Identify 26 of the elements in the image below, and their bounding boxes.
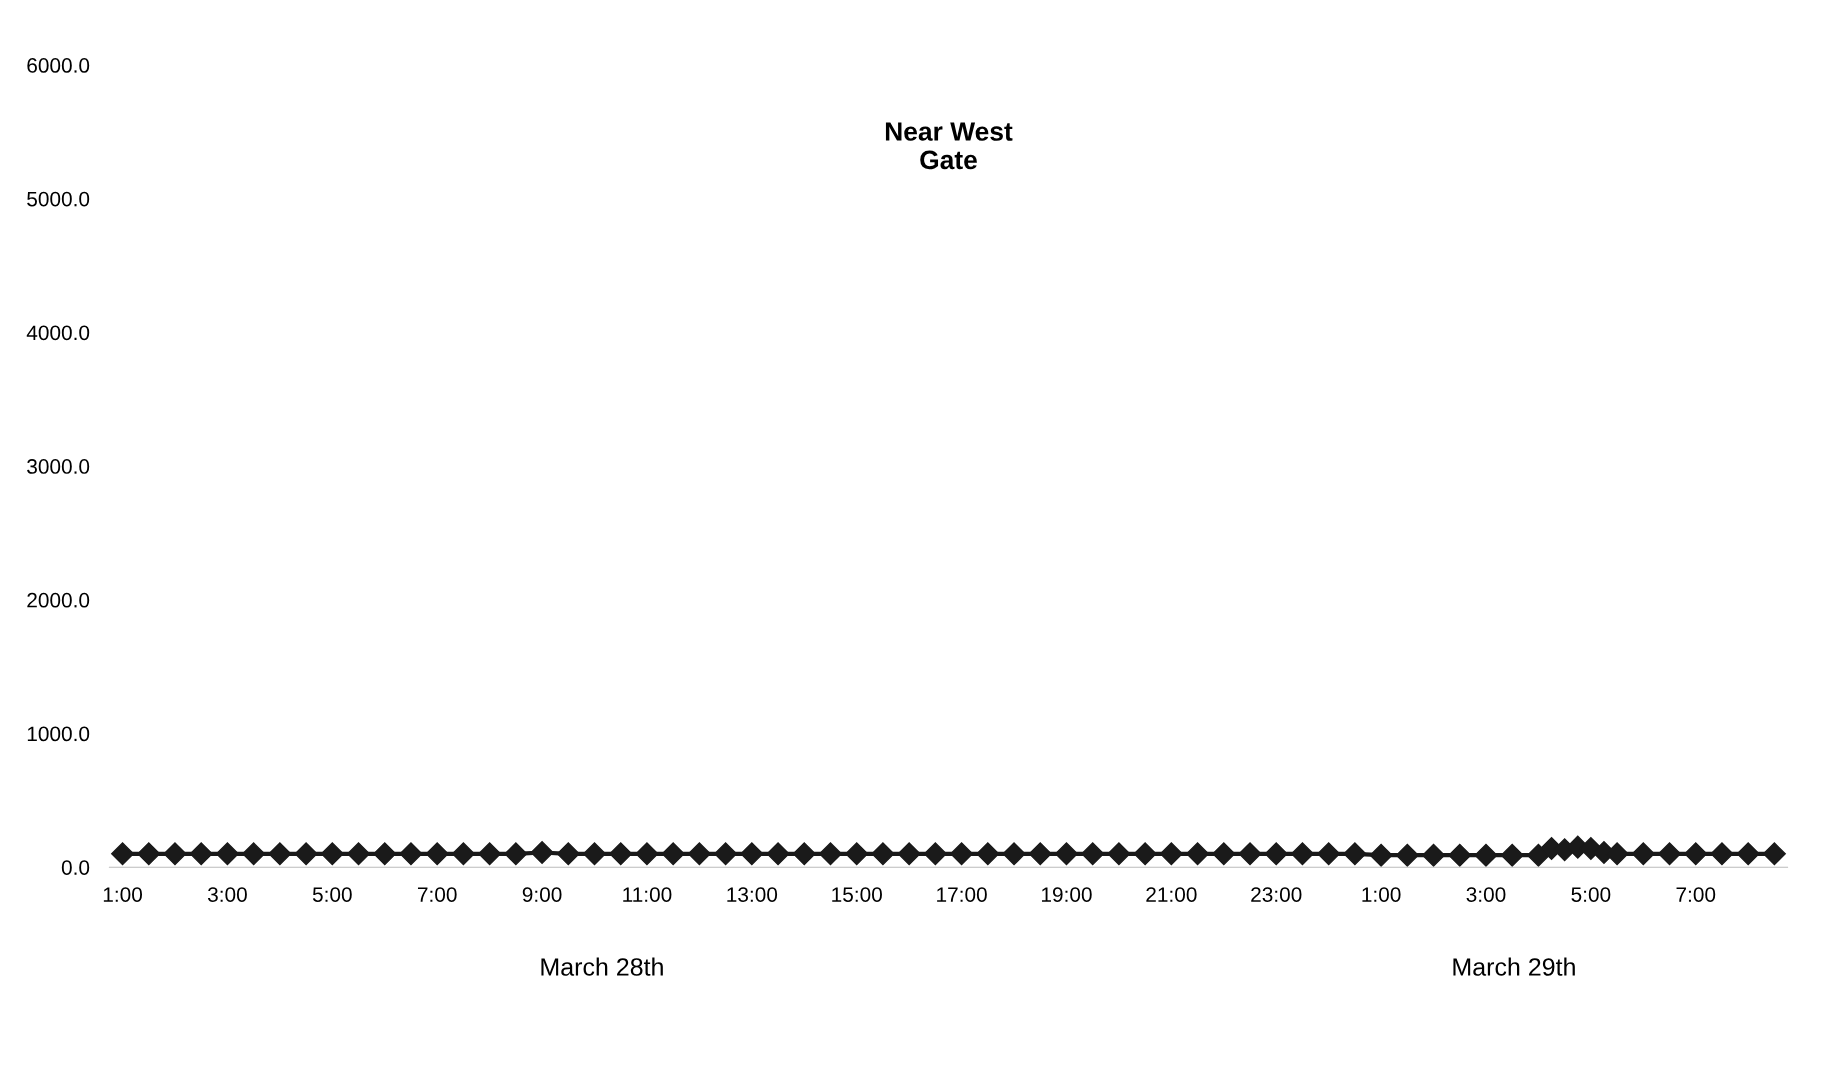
y-tick-label: 6000.0 <box>27 58 90 73</box>
text: March 28th <box>541 957 663 976</box>
x-tick-label: 7:00 <box>417 887 457 902</box>
x-tick-label: 7:00 <box>1676 887 1716 902</box>
x-tick-label: 5:00 <box>312 887 352 902</box>
x-tick-label: 15:00 <box>832 887 882 902</box>
x-tick-label: 9:00 <box>522 887 562 902</box>
x-tick-label: 1:00 <box>103 887 143 902</box>
x-tick-label: 11:00 <box>623 887 672 902</box>
x-tick-label: 13:00 <box>727 887 778 902</box>
y-tick-label: 4000.0 <box>26 325 90 341</box>
text: Near West Gate <box>885 122 1013 170</box>
x-tick-label: 23:00 <box>1251 887 1302 902</box>
x-tick-label: 19:00 <box>1041 887 1092 902</box>
y-tick-label: 3000.0 <box>27 459 90 474</box>
y-tick-label: 0.0 <box>61 860 90 875</box>
x-tick-label: 21:00 <box>1146 887 1197 902</box>
y-tick-label: 2000.0 <box>27 592 90 608</box>
x-tick-label: 3:00 <box>207 887 247 902</box>
x-tick-label: 3:00 <box>1466 887 1506 902</box>
y-tick-label: 1000.0 <box>27 726 90 742</box>
text: March 29th <box>1453 957 1575 976</box>
y-tick-label: 5000.0 <box>27 191 90 207</box>
x-tick-label: 17:00 <box>937 887 987 902</box>
x-tick-label: 1:00 <box>1362 887 1401 902</box>
x-tick-label: 5:00 <box>1571 887 1611 902</box>
